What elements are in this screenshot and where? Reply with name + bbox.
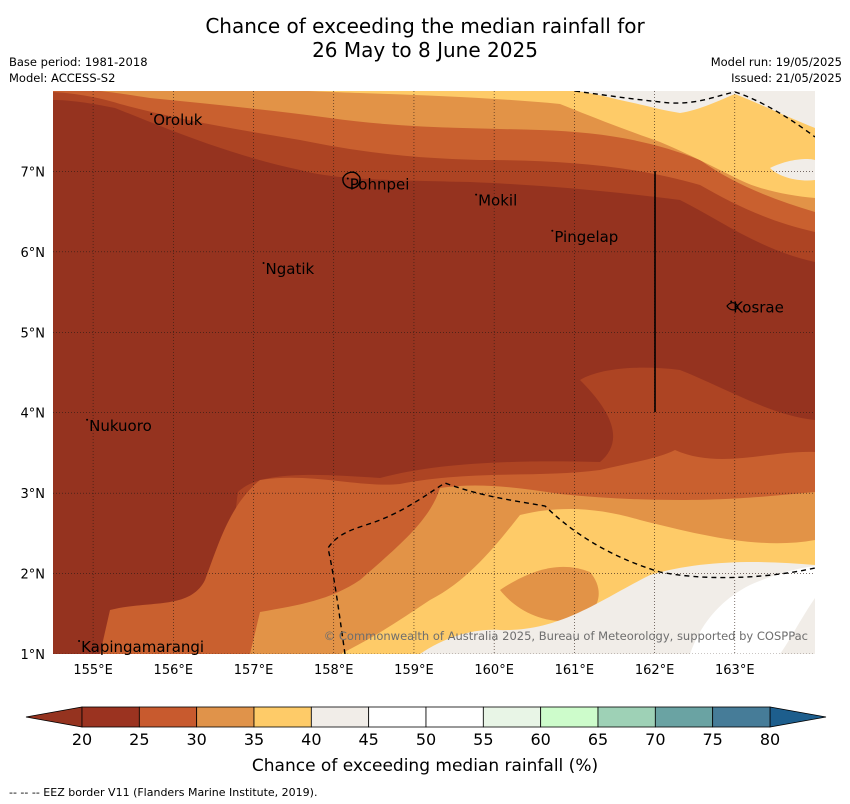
place-marker (150, 113, 153, 116)
place-marker (78, 639, 81, 642)
place-label: Mokil (478, 192, 517, 210)
eez-borders (327, 91, 815, 654)
colorbar-swatch (654, 706, 714, 728)
place-marker (86, 418, 89, 421)
lat-tick-label: 6°N (21, 246, 46, 261)
colorbar-swatch (253, 706, 312, 728)
place-label: Nukuoro (89, 417, 152, 435)
colorbar-tick: 55 (473, 730, 494, 749)
title-line-2: 26 May to 8 June 2025 (312, 38, 538, 62)
contour-fields (53, 91, 815, 654)
colorbar-swatch (368, 706, 427, 728)
colorbar-tick: 65 (587, 730, 609, 749)
lat-tick-label: 2°N (21, 568, 46, 583)
colorbar-swatch (81, 706, 140, 728)
lon-tick-label: 160°E (474, 663, 514, 678)
colorbar-tick: 80 (759, 730, 781, 749)
lon-tick-label: 159°E (394, 663, 434, 678)
colorbar-swatch (712, 706, 771, 728)
place-labels: Oroluk Pohnpei Mokil Pingelap Ngatik Kosrae Nu… (78, 111, 784, 656)
place-label: Pingelap (554, 228, 618, 246)
band-40-45-east-blob (770, 158, 815, 181)
colorbar-swatch (540, 706, 599, 728)
place-marker (262, 261, 265, 264)
colorbar-tick: 40 (301, 730, 322, 749)
copyright-notice: © Commonwealth of Australia 2025, Bureau… (324, 629, 808, 643)
kosrae-island (726, 302, 739, 311)
eez-border-south (327, 482, 815, 654)
meta-left: Base period: 1981-2018 Model: ACCESS-S2 (9, 54, 148, 86)
meta-right: Model run: 19/05/2025 Issued: 21/05/2025 (711, 54, 842, 86)
place-marker (475, 193, 478, 196)
lat-tick-label: 5°N (21, 326, 46, 341)
lon-tick-labels: 155°E 156°E 157°E 158°E 159°E 160°E 161°E 162°E… (73, 663, 754, 678)
colorbar-tick: 60 (530, 730, 551, 749)
colorbar-label: Chance of exceeding median rainfall (%) (251, 756, 599, 776)
place-label: Kapingamarangi (81, 638, 204, 656)
map-title: Chance of exceeding the median rainfall … (0, 14, 850, 62)
base-period: Base period: 1981-2018 (9, 55, 148, 69)
model-name: Model: ACCESS-S2 (9, 71, 116, 85)
place-marker (551, 229, 554, 232)
place-label: Oroluk (153, 111, 202, 129)
place-marker (730, 300, 733, 303)
band-35-40-north (300, 91, 815, 198)
lat-tick-label: 1°N (21, 648, 46, 663)
lat-tick-labels: 1°N 2°N 3°N 4°N 5°N 6°N 7°N (21, 165, 46, 663)
colorbar-tick: 45 (358, 730, 379, 749)
colorbar-swatch (196, 706, 255, 728)
colorbar-tick: 75 (702, 730, 723, 749)
title-line-1: Chance of exceeding the median rainfall … (205, 14, 645, 38)
colorbar-under-arrow (25, 706, 83, 728)
eez-border-north (574, 91, 815, 138)
issued-date: Issued: 21/05/2025 (731, 71, 842, 85)
colorbar-swatch (425, 706, 484, 728)
place-marker (346, 177, 349, 180)
lon-tick-label: 158°E (314, 663, 354, 678)
colorbar-swatch (138, 706, 198, 728)
lon-tick-label: 161°E (555, 663, 595, 678)
colorbar-tick: 70 (645, 730, 666, 749)
colorbar-tick: 50 (415, 730, 437, 749)
lon-tick-label: 155°E (73, 663, 113, 678)
lon-tick-label: 156°E (154, 663, 194, 678)
colorbar-swatch (310, 706, 370, 728)
lat-tick-label: 3°N (21, 487, 46, 502)
lon-tick-label: 163°E (715, 663, 755, 678)
place-label: Pohnpei (350, 175, 410, 193)
colorbar-tick: 25 (129, 730, 150, 749)
model-run: Model run: 19/05/2025 (710, 55, 842, 69)
lon-tick-label: 162°E (635, 663, 675, 678)
eez-footnote: -- -- -- EEZ border V11 (Flanders Marine… (9, 786, 318, 799)
colorbar-over-arrow (769, 706, 827, 728)
colorbar-swatch (597, 706, 656, 728)
pohnpei-island (342, 171, 361, 189)
colorbar-tick: 30 (186, 730, 207, 749)
colorbar-tick: 35 (243, 730, 265, 749)
colorbar (25, 706, 827, 728)
band-45-50-south (690, 566, 815, 654)
lat-tick-label: 7°N (21, 165, 46, 180)
lon-tick-label: 157°E (234, 663, 274, 678)
colorbar-tick: 20 (71, 730, 93, 749)
place-label: Kosrae (733, 299, 784, 317)
band-30-35-pocket (500, 566, 599, 622)
lat-tick-label: 4°N (21, 407, 46, 422)
place-label: Ngatik (266, 260, 315, 278)
colorbar-swatch (482, 706, 542, 728)
